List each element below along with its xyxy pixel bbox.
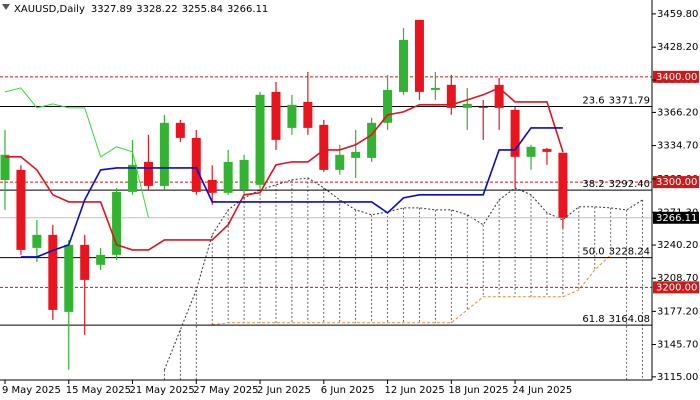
x-tick-label: 9 May 2025	[2, 385, 61, 396]
fibo-ratio: 61.8	[582, 314, 604, 325]
indicator-line	[20, 127, 563, 258]
candle-body	[558, 152, 568, 218]
candle-body	[430, 87, 440, 90]
fibo-label: 50.0 3228.24	[582, 247, 650, 258]
candle-body	[446, 84, 456, 108]
overlay: 3459.803428.203397.003366.203334.703303.…	[2, 9, 699, 396]
candle-body	[80, 244, 90, 280]
candle-body	[175, 122, 185, 138]
y-tick-label: 3366.20	[657, 107, 698, 118]
fibo-price: 3292.40	[609, 179, 650, 190]
x-tick-label: 6 Jun 2025	[321, 385, 375, 396]
level-box	[653, 281, 699, 294]
plot-area: 23.6 3371.79 38.2 3292.40 50.0 3228.24 61.8 316…	[0, 19, 652, 380]
candle-body	[112, 191, 122, 255]
candle-body	[159, 122, 169, 186]
chart-header: XAUUSD,Daily 3327.89 3328.22 3255.84 3266.11	[14, 4, 268, 15]
y-tick-label: 3177.20	[657, 306, 698, 317]
candle-body	[510, 109, 520, 157]
candle-body	[207, 179, 217, 193]
candle-body	[239, 159, 249, 190]
candle-body	[335, 154, 345, 170]
candle-body	[16, 169, 26, 250]
low-value: 3255.84	[182, 4, 223, 15]
candle-body	[287, 104, 297, 128]
open-value: 3327.89	[91, 4, 132, 15]
level-box	[653, 176, 699, 189]
fibo-label: 61.8 3164.08	[582, 314, 650, 325]
level-box	[653, 70, 699, 83]
level-label: 3300.00	[656, 177, 697, 188]
candle-body	[271, 91, 281, 140]
candle-body	[462, 103, 472, 108]
candle-body	[255, 94, 265, 185]
cloud-span-b	[212, 254, 612, 326]
candle-body	[478, 106, 488, 108]
candle-body	[494, 84, 504, 108]
fibo-label: 38.2 3292.40	[582, 179, 650, 190]
y-tick-label: 3208.70	[657, 273, 698, 284]
y-tick-label: 3115.00	[657, 372, 698, 383]
fibo-ratio: 50.0	[582, 247, 604, 258]
candle-body	[96, 254, 106, 265]
menu-icon	[2, 4, 10, 10]
candle-body	[32, 234, 42, 248]
indicator-line	[4, 87, 149, 218]
close-value: 3266.11	[227, 4, 268, 15]
candle-body	[414, 19, 424, 92]
cloud-span-a	[163, 177, 643, 371]
fibo-label: 23.6 3371.79	[582, 96, 650, 107]
y-tick-label: 3459.80	[657, 9, 698, 20]
symbol: XAUUSD,Daily	[14, 4, 85, 15]
high-value: 3328.22	[136, 4, 177, 15]
candle-body	[383, 89, 393, 123]
x-tick-label: 18 Jun 2025	[448, 385, 508, 396]
y-tick-label: 3240.20	[657, 240, 698, 251]
x-tick-label: 24 Jun 2025	[512, 385, 572, 396]
candle-body	[223, 161, 233, 193]
y-tick-label: 3145.70	[657, 340, 698, 351]
candle-body	[64, 244, 74, 312]
candle-body	[303, 101, 313, 128]
fibo-price: 3228.24	[609, 247, 650, 258]
y-tick-label: 3428.20	[657, 42, 698, 53]
candle-body	[351, 151, 361, 158]
candle-body	[0, 154, 10, 180]
level-label: 3200.00	[656, 282, 697, 293]
x-tick-label: 15 May 2025	[66, 385, 131, 396]
x-tick-label: 21 May 2025	[130, 385, 195, 396]
price-label: 3266.11	[656, 213, 697, 224]
x-tick-label: 12 Jun 2025	[385, 385, 445, 396]
x-tick-label: 2 Jun 2025	[257, 385, 311, 396]
candle-body	[367, 122, 377, 158]
candle-body	[399, 39, 408, 92]
price-box	[653, 211, 699, 224]
x-tick-label: 27 May 2025	[193, 385, 258, 396]
candle-body	[542, 148, 552, 152]
y-tick-label: 3334.70	[657, 141, 698, 152]
level-label: 3400.00	[656, 72, 697, 83]
candle-body	[48, 234, 58, 310]
candle-body	[191, 137, 201, 192]
fibo-price: 3371.79	[609, 96, 650, 107]
candle-body	[128, 164, 138, 192]
fibo-ratio: 38.2	[582, 179, 604, 190]
candle-body	[319, 124, 329, 170]
candle-body	[143, 161, 153, 186]
fibo-price: 3164.08	[609, 314, 650, 325]
fibo-ratio: 23.6	[582, 96, 604, 107]
candle-body	[526, 146, 536, 157]
indicator-line	[5, 86, 564, 251]
